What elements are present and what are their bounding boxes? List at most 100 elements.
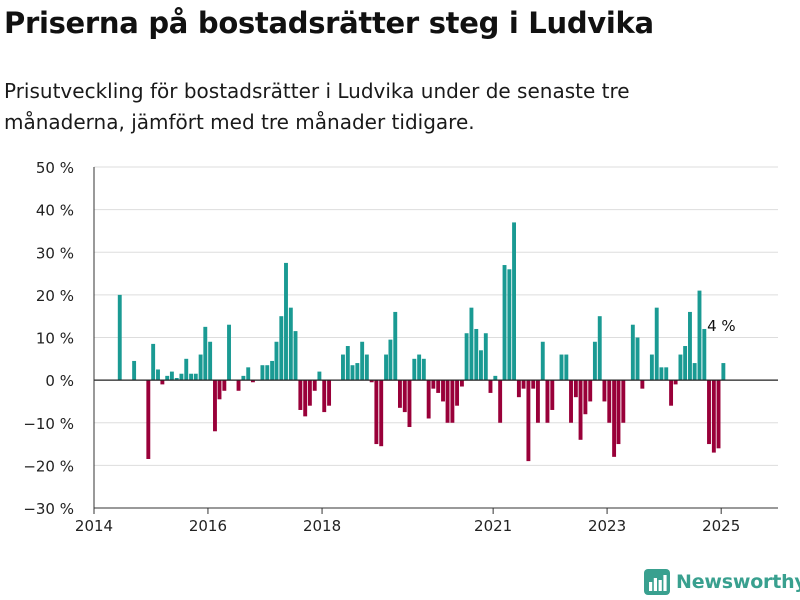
bar	[649, 354, 654, 381]
bar	[692, 363, 697, 381]
bar	[588, 380, 593, 402]
bar	[592, 341, 597, 381]
bar	[208, 341, 213, 381]
bar	[483, 333, 488, 381]
bar	[322, 380, 327, 413]
bar	[312, 380, 317, 391]
bar	[388, 339, 393, 381]
bar	[227, 324, 231, 381]
y-tick-label: 30 %	[36, 244, 74, 262]
bar	[151, 343, 156, 381]
bar	[360, 341, 365, 381]
bar	[678, 354, 683, 381]
y-tick-label: −20 %	[23, 457, 74, 475]
bar	[441, 380, 445, 402]
bar	[327, 380, 332, 406]
bar	[303, 380, 308, 417]
y-tick-label: −10 %	[23, 415, 74, 433]
x-tick-label: 2021	[474, 517, 512, 535]
bar	[165, 375, 170, 381]
bar	[146, 380, 151, 459]
bar	[284, 262, 288, 381]
bar	[379, 380, 384, 447]
bar	[174, 377, 179, 381]
bar	[393, 311, 398, 381]
bar	[711, 380, 716, 453]
bar	[545, 380, 550, 423]
bar	[169, 371, 174, 381]
annotations: 4 %	[707, 317, 736, 335]
bar	[412, 358, 417, 381]
bar	[512, 222, 516, 381]
bar	[270, 360, 275, 381]
last-value-label: 4 %	[707, 317, 736, 335]
bar	[374, 380, 379, 445]
bar	[341, 354, 345, 381]
bar	[203, 326, 208, 381]
bar	[213, 380, 217, 432]
bar	[431, 380, 436, 389]
bar	[384, 354, 388, 381]
bar	[688, 311, 692, 381]
bar	[573, 380, 578, 398]
bar	[474, 328, 479, 381]
bar	[160, 380, 165, 385]
chart-subtitle: Prisutveckling för bostadsrätter i Ludvi…	[4, 79, 630, 134]
bar	[569, 380, 573, 423]
bar	[288, 307, 293, 381]
bar	[535, 380, 540, 423]
bar	[616, 380, 621, 445]
bar	[459, 380, 464, 387]
bar	[407, 380, 412, 428]
bar	[583, 380, 588, 415]
bar-series	[117, 222, 726, 462]
bar	[464, 333, 469, 381]
bar	[597, 316, 602, 381]
bar	[198, 354, 203, 381]
x-tick-label: 2018	[303, 517, 341, 535]
bar	[469, 307, 474, 381]
y-tick-label: 20 %	[36, 287, 74, 305]
bar	[564, 354, 569, 381]
bar	[621, 380, 626, 423]
bar	[217, 380, 222, 400]
bar	[397, 380, 402, 408]
bar	[607, 380, 612, 423]
bar	[222, 380, 227, 391]
bar	[659, 367, 664, 381]
bar	[250, 380, 255, 383]
bar	[236, 380, 241, 391]
bar	[540, 341, 545, 381]
bar	[156, 369, 160, 381]
bar-chart-logo-icon	[644, 569, 670, 595]
y-tick-label: 40 %	[36, 202, 74, 220]
bar	[193, 373, 198, 381]
bar	[307, 380, 312, 406]
chart-title: Priserna på bostadsrätter steg i Ludvika	[4, 6, 654, 40]
x-tick-label: 2023	[588, 517, 626, 535]
bar	[345, 346, 350, 381]
brand-name: Newsworthy	[676, 571, 800, 593]
bar	[260, 365, 265, 381]
bar	[697, 290, 702, 381]
x-tick-label: 2014	[75, 517, 113, 535]
bar	[531, 380, 536, 389]
bar	[488, 380, 493, 393]
bar	[117, 294, 122, 381]
bar	[241, 375, 246, 381]
bar	[559, 354, 564, 381]
bar	[578, 380, 583, 440]
bar	[673, 380, 678, 385]
bar	[640, 380, 645, 389]
bar	[507, 269, 512, 381]
bar	[516, 380, 521, 398]
bar	[246, 367, 251, 381]
bar	[721, 363, 726, 381]
y-tick-label: 50 %	[36, 159, 74, 177]
bar	[707, 380, 711, 445]
gridlines	[94, 166, 778, 466]
bar	[445, 380, 450, 423]
y-tick-label: 10 %	[36, 330, 74, 348]
bar	[702, 328, 707, 381]
bar	[293, 331, 298, 381]
